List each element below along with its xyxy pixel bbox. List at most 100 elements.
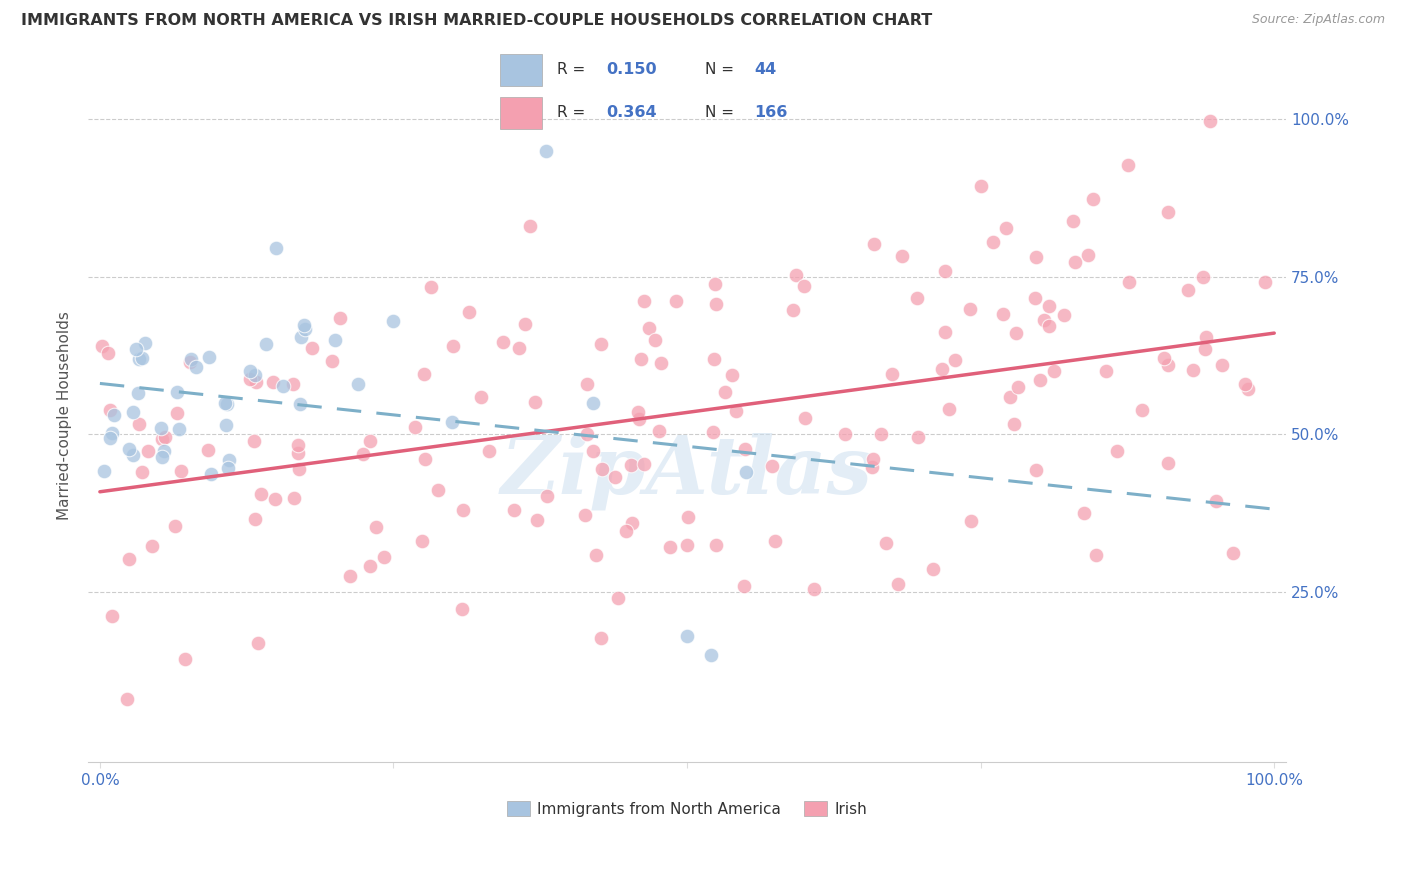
Point [714, 385, 737, 400]
Point [536, 489, 558, 503]
Text: N =: N = [706, 105, 740, 120]
Point [283, 491, 305, 506]
Text: 0.150: 0.150 [606, 62, 657, 78]
Point [1153, 351, 1175, 366]
Point [101, 608, 124, 623]
Point [907, 430, 929, 444]
Point [153, 443, 176, 458]
Point [287, 446, 309, 460]
Point [167, 421, 190, 435]
Text: R =: R = [557, 105, 591, 120]
Point [290, 329, 312, 343]
Text: Source: ZipAtlas.com: Source: ZipAtlas.com [1251, 13, 1385, 27]
Point [513, 317, 536, 331]
Point [1007, 380, 1029, 394]
Point [413, 367, 436, 381]
Point [1234, 377, 1257, 392]
Point [785, 268, 807, 283]
Point [676, 538, 699, 552]
Point [245, 511, 267, 525]
Point [863, 237, 886, 252]
Point [1191, 270, 1213, 285]
Point [1038, 319, 1060, 334]
Point [699, 648, 721, 663]
Point [1032, 313, 1054, 327]
Point [413, 451, 436, 466]
Point [173, 652, 195, 666]
Point [882, 367, 904, 381]
Point [922, 562, 945, 576]
Point [128, 417, 150, 432]
Point [576, 376, 599, 391]
FancyBboxPatch shape [501, 97, 541, 129]
Point [638, 320, 661, 334]
Point [1116, 158, 1139, 172]
Point [633, 294, 655, 309]
Point [359, 434, 381, 448]
Text: 44: 44 [755, 62, 778, 78]
Legend: Immigrants from North America, Irish: Immigrants from North America, Irish [499, 793, 875, 824]
Point [676, 629, 699, 643]
Point [803, 582, 825, 596]
Point [630, 351, 652, 366]
Point [860, 459, 883, 474]
Point [981, 235, 1004, 249]
Point [441, 339, 464, 353]
Point [243, 368, 266, 382]
Point [125, 342, 148, 356]
Point [264, 491, 287, 506]
Point [492, 335, 515, 350]
Point [650, 356, 672, 370]
Point [457, 305, 479, 319]
Point [411, 534, 433, 549]
Point [166, 407, 188, 421]
Point [644, 333, 666, 347]
Point [576, 426, 599, 441]
Point [931, 362, 953, 376]
Point [271, 379, 294, 393]
Point [127, 385, 149, 400]
Point [1081, 192, 1104, 206]
Point [118, 442, 141, 456]
Point [534, 144, 557, 158]
Point [574, 508, 596, 523]
Point [721, 368, 744, 383]
Point [934, 263, 956, 277]
Point [166, 385, 188, 400]
Point [862, 451, 884, 466]
Point [150, 450, 173, 464]
Point [1156, 205, 1178, 219]
Point [620, 516, 643, 531]
Point [733, 579, 755, 593]
Point [292, 318, 315, 332]
Point [90, 339, 112, 353]
Point [1053, 308, 1076, 322]
Point [1107, 443, 1129, 458]
Point [427, 483, 450, 497]
Point [101, 426, 124, 441]
Point [793, 278, 815, 293]
Point [627, 405, 650, 419]
Point [607, 591, 630, 606]
Point [373, 550, 395, 565]
Point [249, 487, 271, 501]
Point [1182, 363, 1205, 377]
Point [262, 375, 284, 389]
Point [153, 430, 176, 444]
Point [702, 425, 724, 439]
Point [834, 427, 856, 442]
Point [98, 431, 121, 445]
Point [1077, 247, 1099, 261]
Point [782, 302, 804, 317]
Point [704, 297, 727, 311]
Point [659, 541, 682, 555]
Point [179, 355, 201, 369]
Text: 166: 166 [755, 105, 787, 120]
Point [704, 538, 727, 552]
Point [890, 249, 912, 263]
Point [323, 333, 346, 347]
Point [364, 520, 387, 534]
Point [243, 434, 266, 448]
Point [186, 360, 208, 375]
Point [294, 322, 316, 336]
